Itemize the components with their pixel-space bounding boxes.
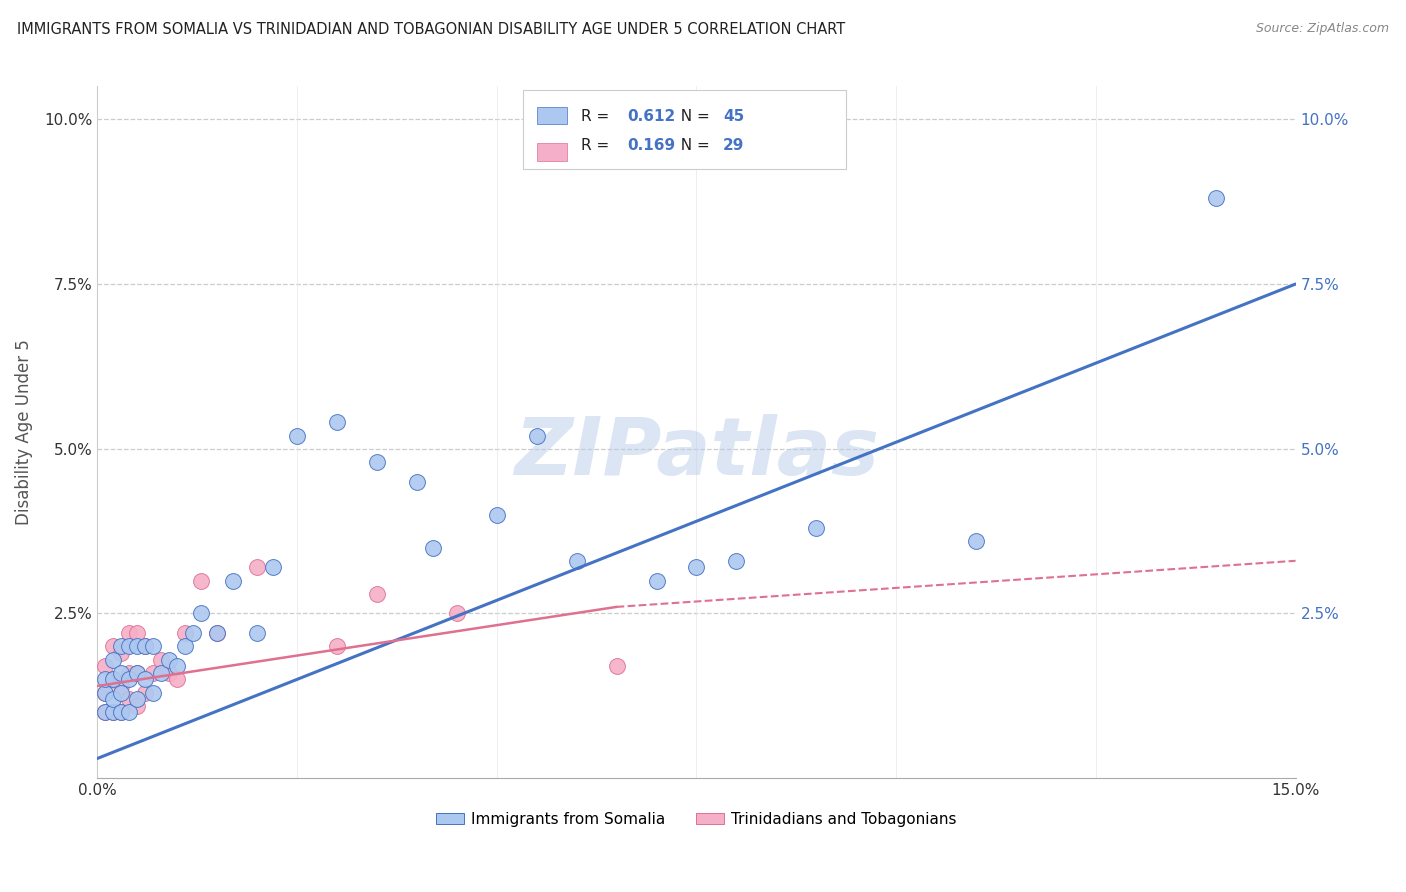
Text: N =: N = <box>671 137 714 153</box>
Point <box>150 665 173 680</box>
Point <box>190 574 212 588</box>
Text: 0.612: 0.612 <box>627 109 675 124</box>
Text: R =: R = <box>582 137 614 153</box>
Point <box>366 587 388 601</box>
Point <box>118 706 141 720</box>
Text: R =: R = <box>582 109 614 124</box>
Point <box>110 706 132 720</box>
Point <box>118 665 141 680</box>
Point <box>205 626 228 640</box>
Point <box>142 685 165 699</box>
Text: ZIPatlas: ZIPatlas <box>515 414 879 492</box>
Point <box>103 706 125 720</box>
Point <box>326 416 349 430</box>
Point <box>150 652 173 666</box>
Text: 29: 29 <box>723 137 744 153</box>
Point <box>134 640 156 654</box>
FancyBboxPatch shape <box>523 90 846 169</box>
Point <box>94 673 117 687</box>
Point <box>166 673 188 687</box>
Point <box>110 640 132 654</box>
Point <box>181 626 204 640</box>
Text: 45: 45 <box>723 109 744 124</box>
Point <box>166 659 188 673</box>
Point <box>174 640 197 654</box>
Legend: Immigrants from Somalia, Trinidadians and Tobagonians: Immigrants from Somalia, Trinidadians an… <box>430 805 963 833</box>
Point <box>157 665 180 680</box>
Text: IMMIGRANTS FROM SOMALIA VS TRINIDADIAN AND TOBAGONIAN DISABILITY AGE UNDER 5 COR: IMMIGRANTS FROM SOMALIA VS TRINIDADIAN A… <box>17 22 845 37</box>
Point <box>285 428 308 442</box>
Text: 0.169: 0.169 <box>627 137 675 153</box>
Point <box>103 640 125 654</box>
Point <box>806 521 828 535</box>
Point <box>118 692 141 706</box>
Point <box>118 640 141 654</box>
Point <box>645 574 668 588</box>
Point <box>405 475 427 489</box>
Point <box>366 455 388 469</box>
Point <box>127 665 149 680</box>
Point <box>725 554 748 568</box>
Point <box>134 673 156 687</box>
Point <box>246 626 269 640</box>
Point <box>103 692 125 706</box>
Point <box>422 541 444 555</box>
Point <box>326 640 349 654</box>
Point <box>157 652 180 666</box>
Point <box>127 692 149 706</box>
Point <box>1205 191 1227 205</box>
Point <box>262 560 284 574</box>
Point <box>526 428 548 442</box>
Point <box>142 665 165 680</box>
Point <box>205 626 228 640</box>
Y-axis label: Disability Age Under 5: Disability Age Under 5 <box>15 339 32 525</box>
Point <box>118 626 141 640</box>
Point <box>110 679 132 693</box>
Point <box>110 665 132 680</box>
Point <box>127 665 149 680</box>
Point <box>606 659 628 673</box>
Point <box>127 640 149 654</box>
Point <box>965 534 987 549</box>
Point <box>190 607 212 621</box>
Point <box>103 673 125 687</box>
Point <box>142 640 165 654</box>
Point <box>565 554 588 568</box>
Point <box>103 673 125 687</box>
Point <box>222 574 245 588</box>
Point <box>118 673 141 687</box>
Point <box>110 646 132 660</box>
Text: Source: ZipAtlas.com: Source: ZipAtlas.com <box>1256 22 1389 36</box>
Point <box>94 706 117 720</box>
Point <box>134 640 156 654</box>
Point <box>94 706 117 720</box>
Point <box>685 560 707 574</box>
Point <box>446 607 468 621</box>
Point <box>103 706 125 720</box>
Point <box>485 508 508 522</box>
Point <box>174 626 197 640</box>
Point <box>103 652 125 666</box>
Point <box>127 626 149 640</box>
Point <box>246 560 269 574</box>
Point <box>127 698 149 713</box>
Point <box>94 685 117 699</box>
Point <box>134 685 156 699</box>
Point <box>110 706 132 720</box>
FancyBboxPatch shape <box>537 144 567 161</box>
Point <box>94 659 117 673</box>
Point <box>110 685 132 699</box>
Point <box>94 685 117 699</box>
Text: N =: N = <box>671 109 714 124</box>
FancyBboxPatch shape <box>537 107 567 124</box>
